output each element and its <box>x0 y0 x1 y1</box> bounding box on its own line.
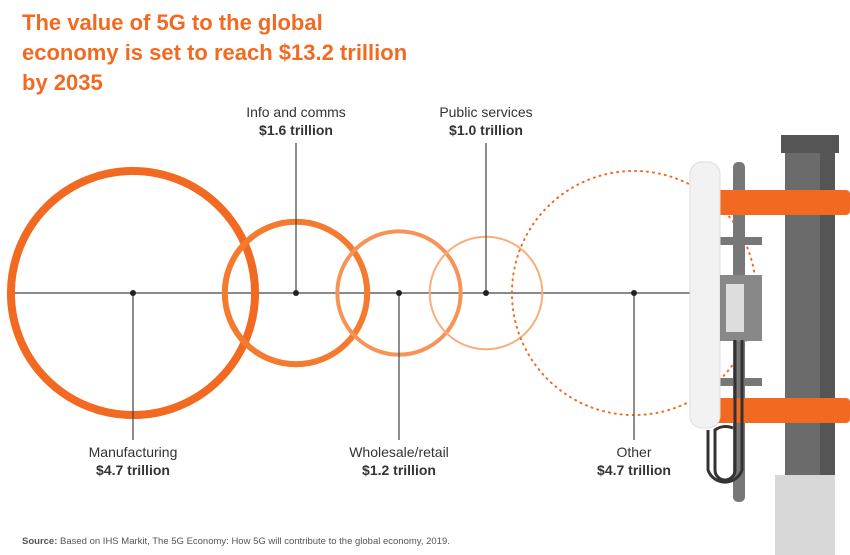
value-label: $1.2 trillion <box>362 462 436 478</box>
source-label: Source: <box>22 536 58 547</box>
center-dot <box>396 290 402 296</box>
category-label: Other <box>616 444 651 460</box>
category-label: Info and comms <box>246 104 346 120</box>
center-dot <box>631 290 637 296</box>
center-dot <box>293 290 299 296</box>
category-label: Public services <box>439 104 532 120</box>
value-label: $4.7 trillion <box>597 462 671 478</box>
category-label: Manufacturing <box>89 444 178 460</box>
source: Source: Based on IHS Markit, The 5G Econ… <box>22 536 450 547</box>
value-label: $1.6 trillion <box>259 122 333 138</box>
tower <box>689 135 850 555</box>
category-label: Wholesale/retail <box>349 444 449 460</box>
center-dot <box>130 290 136 296</box>
chart-title: The value of 5G to the global economy is… <box>22 10 408 95</box>
value-label: $1.0 trillion <box>449 122 523 138</box>
center-dot <box>483 290 489 296</box>
value-label: $4.7 trillion <box>96 462 170 478</box>
source-text: Based on IHS Markit, The 5G Economy: How… <box>60 536 450 547</box>
